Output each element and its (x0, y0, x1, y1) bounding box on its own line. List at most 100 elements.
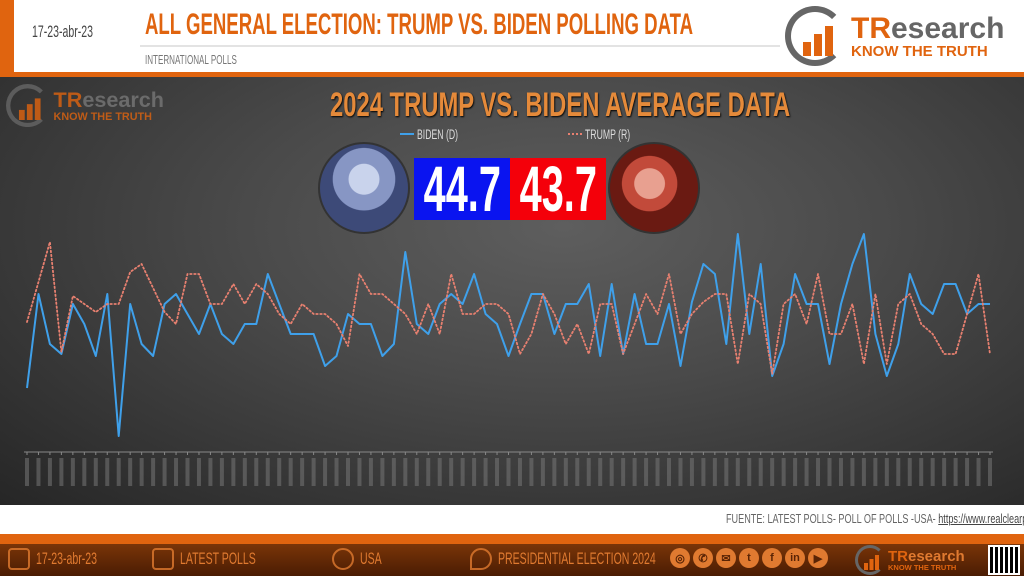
trump-point (897, 303, 899, 305)
x-tick-label (128, 458, 133, 486)
biden-portrait (318, 142, 410, 234)
biden-point (37, 293, 39, 295)
biden-point (278, 303, 280, 305)
twitter-icon[interactable]: t (739, 548, 759, 568)
x-tick-label (36, 458, 41, 486)
biden-point (175, 293, 177, 295)
trump-point (72, 295, 74, 297)
chart-title: 2024 TRUMP VS. BIDEN AVERAGE DATA (330, 86, 791, 124)
trump-point (324, 313, 326, 315)
trump-point (886, 363, 888, 365)
page-title: ALL GENERAL ELECTION: TRUMP VS. BIDEN PO… (145, 8, 694, 41)
biden-point (748, 333, 750, 335)
trump-point (278, 313, 280, 315)
x-tick-label (116, 458, 121, 486)
trump-point (633, 323, 635, 325)
x-tick-label (346, 458, 350, 486)
trump-series-line (26, 241, 991, 375)
x-tick-label (391, 458, 396, 486)
x-tick-label (265, 458, 270, 486)
chart-panel (0, 77, 1024, 505)
poll-chart-icon (152, 548, 174, 570)
line-chart (24, 233, 993, 486)
biden-point (312, 333, 314, 335)
biden-point (198, 333, 200, 335)
x-tick-label (655, 458, 660, 486)
trump-point (805, 323, 807, 325)
brand-logo: TResearch KNOW THE TRUTH (785, 6, 1004, 66)
trump-point (186, 273, 188, 275)
x-tick-label (850, 458, 855, 486)
x-tick-label (621, 458, 626, 486)
trump-point (416, 333, 418, 335)
biden-point (507, 355, 509, 357)
x-tick-label (300, 458, 305, 486)
trump-point (954, 353, 956, 355)
footer-latest-polls: LATEST POLLS (152, 548, 302, 570)
accent-line (0, 72, 1024, 77)
trump-point (576, 323, 578, 325)
biden-point (163, 303, 165, 305)
trump-point (851, 303, 853, 305)
x-tick-label (873, 458, 878, 486)
biden-point (610, 283, 612, 285)
trump-point (473, 313, 475, 315)
trump-point (198, 273, 200, 275)
footer-country: USA (332, 548, 395, 570)
x-tick-label (988, 458, 992, 486)
trump-point (553, 313, 555, 315)
linkedin-icon[interactable]: in (785, 548, 805, 568)
whatsapp-icon[interactable]: ✆ (693, 548, 713, 568)
source-link[interactable]: https://www.realclearpolitics.com/ (938, 511, 1024, 526)
x-tick-label (449, 458, 454, 486)
biden-point (118, 435, 120, 437)
trump-point (610, 303, 612, 305)
biden-point (656, 343, 658, 345)
trump-point (771, 373, 773, 375)
x-tick-label (827, 458, 832, 486)
x-tick-label (185, 458, 190, 486)
trump-point (714, 293, 716, 295)
x-tick-label (277, 458, 282, 486)
trump-point (26, 321, 28, 323)
trump-point (118, 303, 120, 305)
biden-point (83, 323, 85, 325)
trump-point (542, 293, 544, 295)
trump-point (645, 293, 647, 295)
biden-point (26, 387, 28, 389)
biden-point (691, 301, 693, 303)
x-tick-label (884, 458, 889, 486)
x-tick-label (70, 458, 75, 486)
qr-code[interactable] (988, 545, 1020, 575)
biden-point (255, 323, 257, 325)
trump-point (358, 273, 360, 275)
x-tick-label (861, 458, 866, 486)
trump-point (49, 241, 51, 243)
legend-swatch-solid (400, 133, 414, 135)
youtube-icon[interactable]: ▶ (808, 548, 828, 568)
accent-bar (0, 534, 1024, 544)
trump-point (60, 351, 62, 353)
trump-point (794, 293, 796, 295)
biden-point (289, 333, 291, 335)
biden-point (152, 355, 154, 357)
trump-point (427, 303, 429, 305)
biden-point (416, 323, 418, 325)
footer-date: 17-23-abr-23 (8, 548, 134, 570)
trump-point (129, 271, 131, 273)
biden-point (244, 323, 246, 325)
trump-point (909, 293, 911, 295)
x-tick-label (816, 458, 821, 486)
biden-point (267, 273, 269, 275)
biden-point (645, 343, 647, 345)
biden-point (989, 303, 991, 305)
biden-point (324, 365, 326, 367)
globe-icon[interactable]: ◎ (670, 548, 690, 568)
trump-point (496, 303, 498, 305)
trump-point (381, 293, 383, 295)
email-icon[interactable]: ✉ (716, 548, 736, 568)
biden-point (897, 343, 899, 345)
x-tick-label (804, 458, 809, 486)
facebook-icon[interactable]: f (762, 548, 782, 568)
biden-point (358, 323, 360, 325)
